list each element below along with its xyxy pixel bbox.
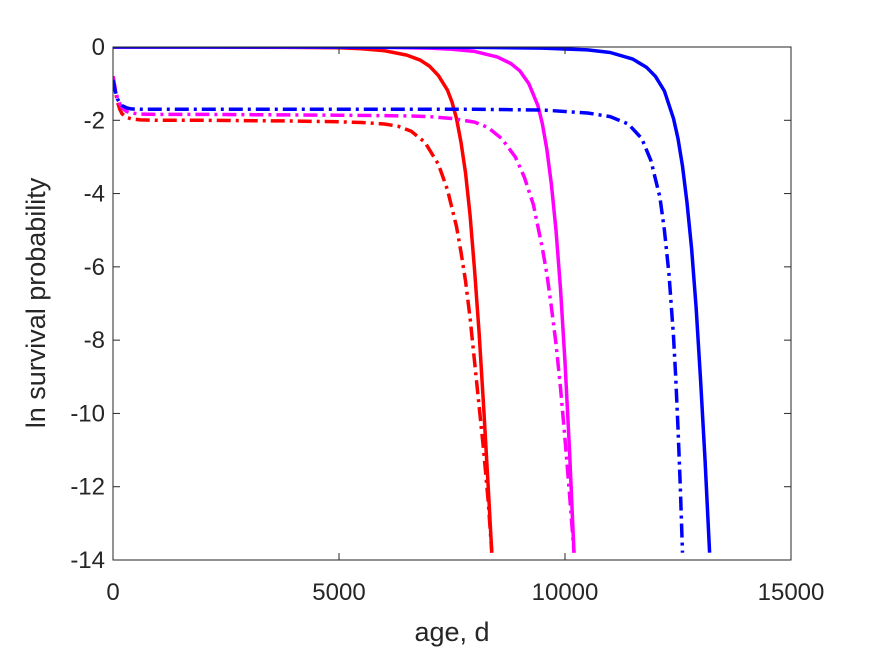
- plot-area: [113, 47, 791, 560]
- x-tick-label: 0: [106, 579, 119, 606]
- y-axis-label: ln survival probability: [21, 177, 51, 428]
- x-tick-label: 5000: [312, 579, 365, 606]
- series-line-4: [113, 76, 494, 553]
- series-layer: [113, 47, 712, 553]
- tick-labels: 0 5000 10000 15000 0 -2 -4 -6 -8 -10 -12 -14: [70, 34, 824, 606]
- y-tick-label: -10: [70, 400, 105, 427]
- y-tick-label: -14: [70, 547, 105, 574]
- series-line-3: [113, 47, 712, 553]
- x-tick-label: 15000: [758, 579, 825, 606]
- axes-box: [112, 46, 792, 561]
- series-line-6: [113, 79, 685, 553]
- y-tick-label: -12: [70, 474, 105, 501]
- y-tick-label: -2: [84, 107, 105, 134]
- y-tick-label: -4: [84, 181, 105, 208]
- series-line-5: [113, 75, 576, 553]
- axes-layer: [112, 46, 792, 561]
- x-axis-label: age, d: [414, 617, 489, 647]
- y-tick-label: -6: [84, 254, 105, 281]
- y-tick-label: -8: [84, 327, 105, 354]
- y-tick-label: 0: [92, 34, 105, 61]
- x-tick-label: 10000: [532, 579, 599, 606]
